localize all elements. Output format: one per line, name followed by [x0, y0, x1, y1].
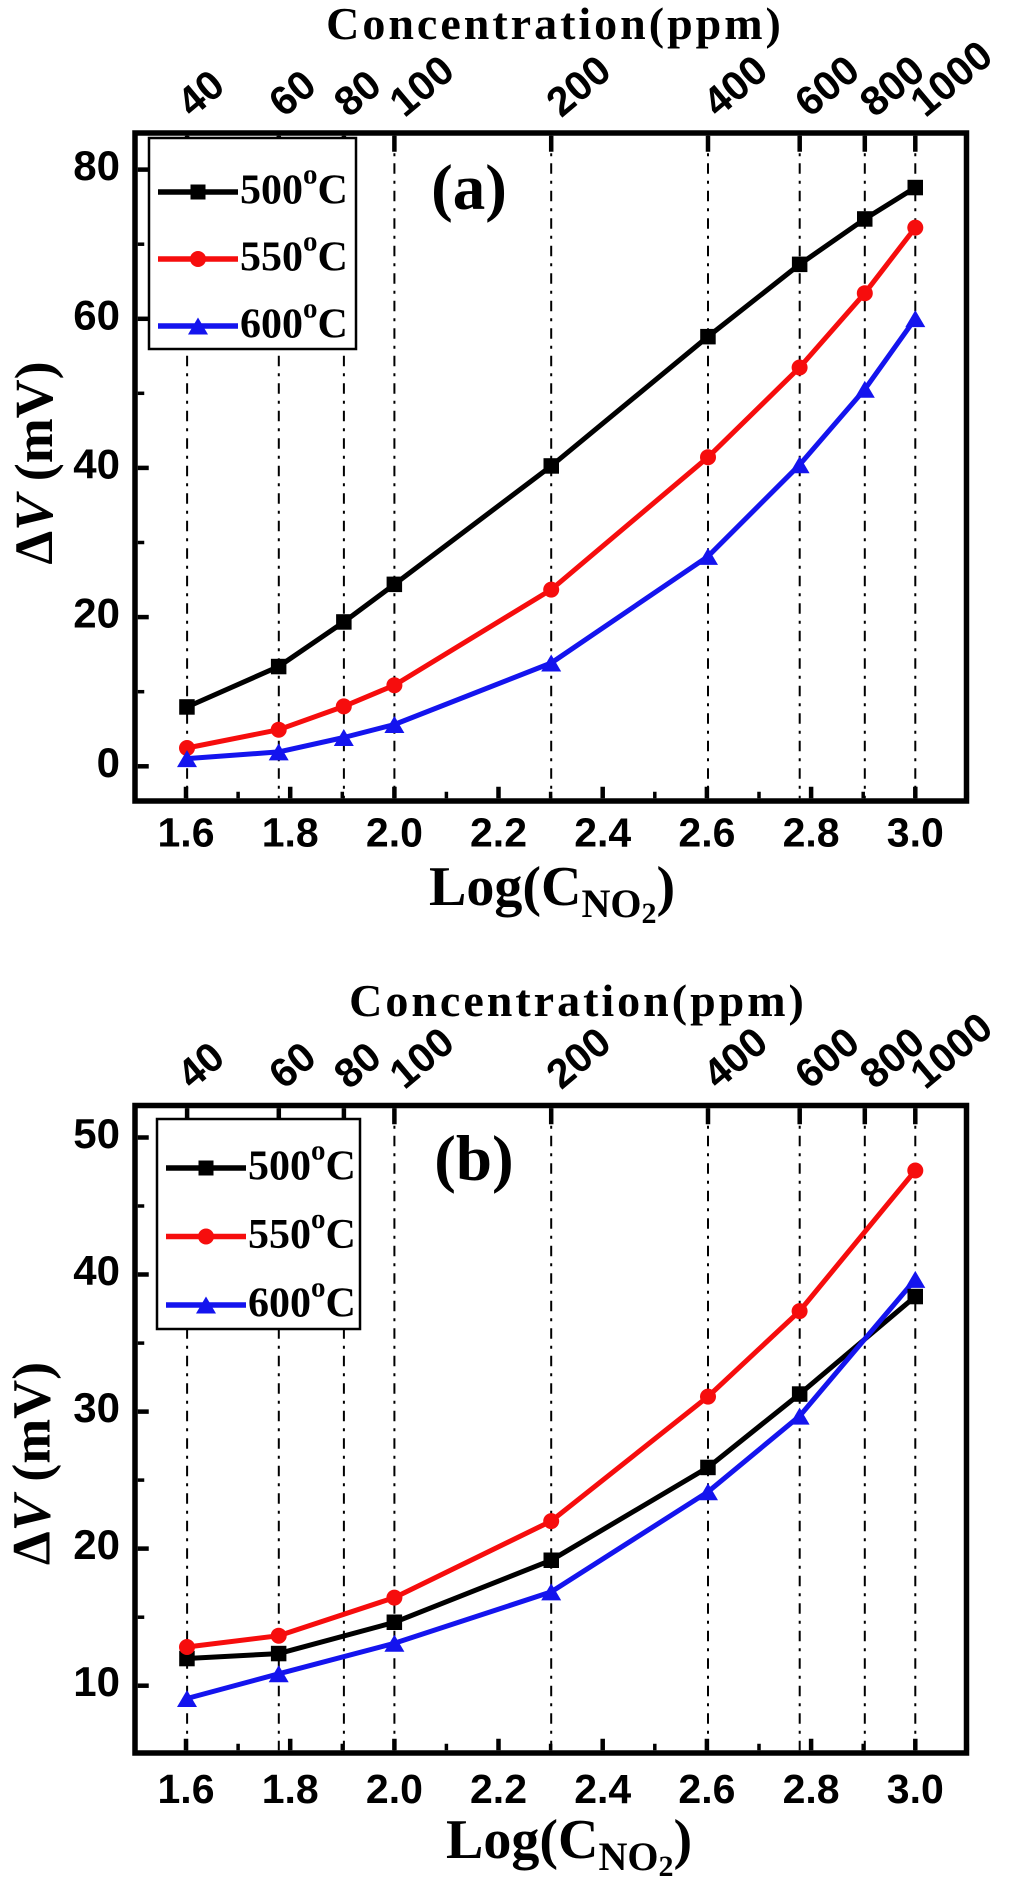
- svg-text:2.2: 2.2: [470, 1766, 527, 1812]
- svg-text:(a): (a): [431, 152, 507, 224]
- svg-text:60: 60: [73, 291, 120, 338]
- svg-text:2.0: 2.0: [366, 810, 423, 856]
- svg-text:ΔV (mV): ΔV (mV): [4, 361, 64, 564]
- svg-text:1.6: 1.6: [158, 810, 215, 856]
- svg-text:600oC: 600oC: [248, 1272, 356, 1327]
- svg-text:500oC: 500oC: [248, 1135, 356, 1190]
- svg-text:2.0: 2.0: [366, 1766, 423, 1812]
- svg-text:2.6: 2.6: [678, 1766, 735, 1812]
- svg-text:3.0: 3.0: [887, 1766, 944, 1812]
- svg-text:550oC: 550oC: [240, 226, 348, 281]
- svg-text:(b): (b): [434, 1123, 513, 1195]
- svg-text:20: 20: [73, 1521, 120, 1568]
- svg-text:20: 20: [73, 590, 120, 637]
- svg-text:2.4: 2.4: [574, 1766, 631, 1812]
- svg-text:550oC: 550oC: [248, 1203, 356, 1258]
- svg-text:2.8: 2.8: [783, 810, 840, 856]
- svg-text:80: 80: [73, 142, 120, 189]
- svg-text:500oC: 500oC: [240, 159, 348, 214]
- svg-text:1.8: 1.8: [262, 1766, 319, 1812]
- svg-text:0: 0: [97, 739, 120, 786]
- svg-text:2.6: 2.6: [678, 810, 735, 856]
- svg-text:2.2: 2.2: [470, 810, 527, 856]
- svg-text:1.8: 1.8: [262, 810, 319, 856]
- svg-text:50: 50: [73, 1110, 120, 1157]
- svg-text:2.4: 2.4: [574, 810, 631, 856]
- svg-text:600oC: 600oC: [240, 293, 348, 348]
- svg-text:Concentration(ppm): Concentration(ppm): [326, 0, 784, 49]
- svg-text:40: 40: [73, 440, 120, 487]
- svg-text:40: 40: [73, 1247, 120, 1294]
- svg-text:10: 10: [73, 1658, 120, 1705]
- svg-text:1.6: 1.6: [158, 1766, 215, 1812]
- svg-text:3.0: 3.0: [887, 810, 944, 856]
- svg-text:Concentration(ppm): Concentration(ppm): [349, 975, 807, 1026]
- svg-text:2.8: 2.8: [783, 1766, 840, 1812]
- svg-text:ΔV (mV): ΔV (mV): [2, 1362, 62, 1565]
- svg-text:30: 30: [73, 1384, 120, 1431]
